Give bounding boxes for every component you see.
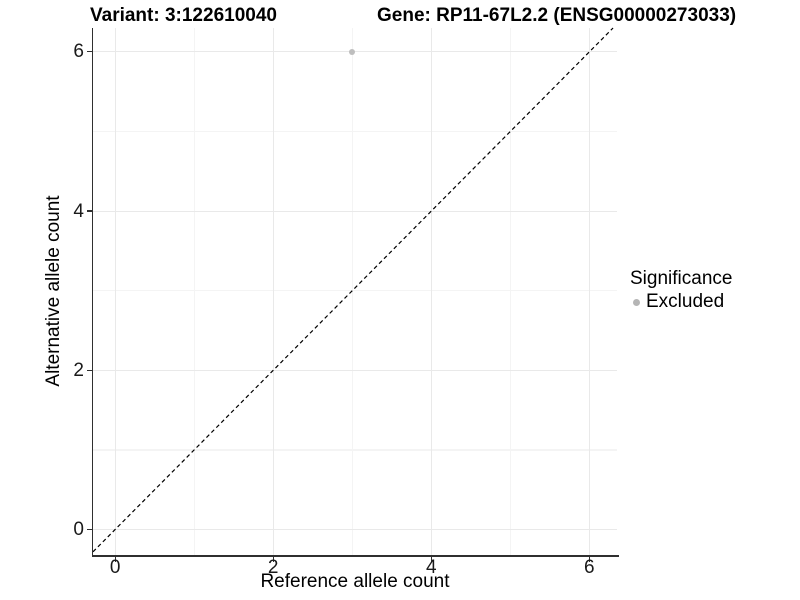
y-tick-label: 4 <box>73 200 84 222</box>
legend-item-label: Excluded <box>646 291 725 312</box>
y-tick-label: 2 <box>73 359 84 381</box>
x-axis-line <box>91 555 619 557</box>
plot-title-gene: Gene: RP11-67L2.2 (ENSG00000273033) <box>377 5 737 26</box>
legend-point-icon <box>633 298 640 306</box>
major-gridline-x <box>588 28 590 555</box>
major-gridline-y <box>93 529 617 531</box>
major-gridline-y <box>93 369 617 371</box>
identity-line <box>92 27 614 553</box>
x-tick-mark <box>588 556 590 562</box>
plot-title-variant: Variant: 3:122610040 <box>90 5 277 26</box>
x-tick-label: 4 <box>425 557 437 578</box>
data-point <box>349 48 356 55</box>
plot-panel <box>92 27 617 555</box>
x-tick-mark <box>114 556 116 562</box>
major-gridline-x <box>114 28 116 555</box>
x-tick-label: 0 <box>109 557 121 578</box>
minor-gridline-y <box>93 290 617 292</box>
y-axis-line <box>91 28 94 557</box>
y-tick-mark <box>87 51 92 53</box>
minor-gridline-x <box>509 28 511 555</box>
major-gridline-y <box>93 210 617 212</box>
legend: Significance Excluded <box>630 268 732 313</box>
major-gridline-x <box>272 28 274 555</box>
y-tick-label: 6 <box>73 41 84 63</box>
x-tick-mark <box>272 556 274 562</box>
x-axis-title: Reference allele count <box>260 571 450 592</box>
y-tick-mark <box>87 210 92 212</box>
minor-gridline-x <box>193 28 195 555</box>
major-gridline-x <box>430 28 432 555</box>
y-tick-mark <box>87 528 92 531</box>
x-tick-label: 6 <box>584 557 595 578</box>
legend-title: Significance <box>630 268 733 289</box>
y-tick-label: 0 <box>73 519 84 541</box>
minor-gridline-y <box>93 130 617 133</box>
y-tick-mark <box>87 369 92 371</box>
x-tick-label: 2 <box>267 557 279 578</box>
minor-gridline-y <box>93 449 617 451</box>
x-tick-mark <box>430 556 432 562</box>
legend-item-excluded: Excluded <box>633 291 732 313</box>
y-axis-title: Alternative allele count <box>43 195 64 387</box>
